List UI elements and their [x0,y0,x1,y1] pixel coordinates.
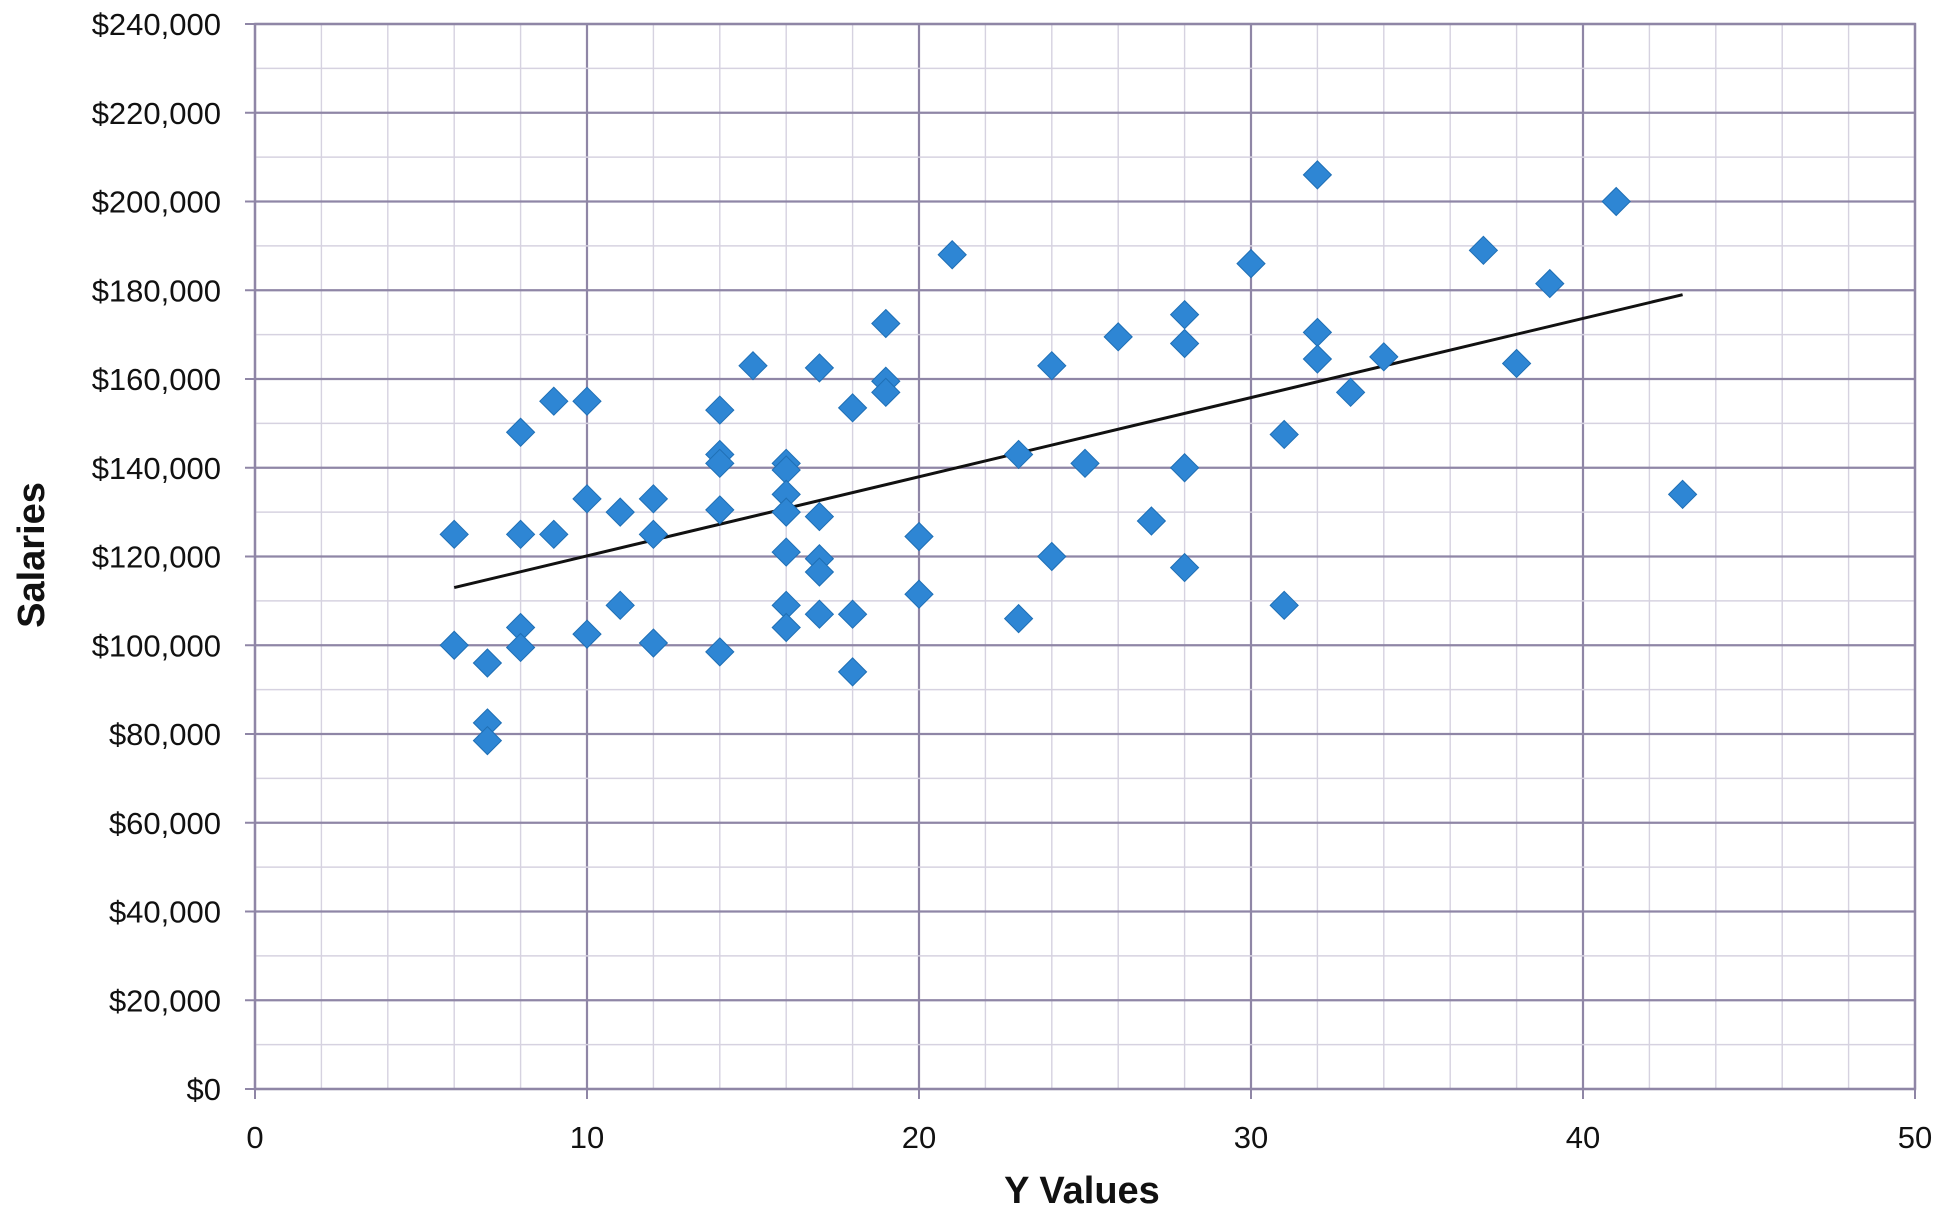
data-point [937,240,967,270]
data-point [1667,479,1698,510]
data-point [738,350,768,381]
data-point [1335,377,1366,408]
x-tick-label: 20 [902,1120,936,1155]
data-point [472,648,503,678]
data-point [1501,348,1532,379]
data-point [1369,342,1399,372]
data-point [572,386,602,416]
data-point [1601,186,1631,217]
data-point [705,448,735,479]
x-tick-label: 0 [246,1120,263,1155]
data-point [439,630,469,660]
data-point [505,519,536,550]
data-point [638,628,669,658]
y-tick-label: $80,000 [109,717,221,752]
data-point [705,637,735,667]
data-point [771,537,801,567]
data-point [1269,590,1299,621]
data-point [1169,328,1200,359]
data-point [1302,344,1333,374]
data-point [705,395,735,425]
data-point [1468,235,1499,266]
x-tick-label: 50 [1898,1120,1932,1155]
x-tick-label: 10 [570,1120,604,1155]
data-point [1236,248,1266,279]
data-point [605,497,635,527]
data-point [439,519,469,550]
data-point [1169,552,1200,583]
x-axis-title: Y Values [1004,1170,1160,1212]
data-point [804,557,835,587]
data-point [904,579,934,609]
data-point [539,519,569,550]
data-point [1003,603,1034,634]
data-point [505,417,536,447]
data-point [705,495,735,525]
data-point [871,308,901,339]
data-point [1535,268,1565,299]
y-tick-label: $240,000 [92,7,221,42]
data-point [1169,299,1200,330]
data-point [638,484,669,514]
x-tick-label: 30 [1234,1120,1268,1155]
data-point [871,377,901,408]
data-point [572,484,602,514]
data-point [1103,322,1133,352]
y-tick-label: $0 [187,1072,221,1107]
data-point [1136,506,1167,536]
y-tick-label: $60,000 [109,806,221,841]
data-point [1003,439,1034,470]
data-points [439,160,1698,756]
y-tick-label: $160,000 [92,362,221,397]
axes [245,22,1917,1099]
data-point [605,590,635,621]
y-tick-label: $180,000 [92,273,221,308]
y-tick-label: $40,000 [109,895,221,930]
data-point [1037,541,1067,572]
tick-labels: 0 10 20 30 40 50 $0 $20,000 $40,000 $60,000 $80,00… [92,7,1933,1155]
trendline-group [453,293,1683,590]
data-point [771,497,801,527]
data-point [837,599,868,629]
y-axis-title: Salaries [11,482,53,628]
data-point [837,657,868,687]
data-point [505,632,536,663]
x-tick-label: 40 [1566,1120,1600,1155]
data-point [1269,419,1299,450]
data-point [1070,448,1100,479]
y-tick-label: $220,000 [92,96,221,131]
data-point [771,612,801,643]
data-point [1302,160,1333,190]
data-point [638,519,669,550]
y-tick-label: $100,000 [92,628,221,663]
data-point [804,353,835,383]
data-point [804,599,835,629]
data-point [1169,453,1200,483]
y-tick-label: $200,000 [92,185,221,220]
y-tick-label: $20,000 [109,983,221,1018]
data-point [904,521,934,552]
data-point [837,393,868,423]
data-point [539,386,569,416]
data-point [472,725,503,756]
data-point [804,501,835,532]
data-point [1302,317,1333,348]
trendline [453,293,1683,590]
data-point [1037,350,1067,381]
y-tick-label: $120,000 [92,540,221,575]
data-point [572,619,602,649]
grid [253,22,1917,1091]
y-tick-label: $140,000 [92,451,221,486]
